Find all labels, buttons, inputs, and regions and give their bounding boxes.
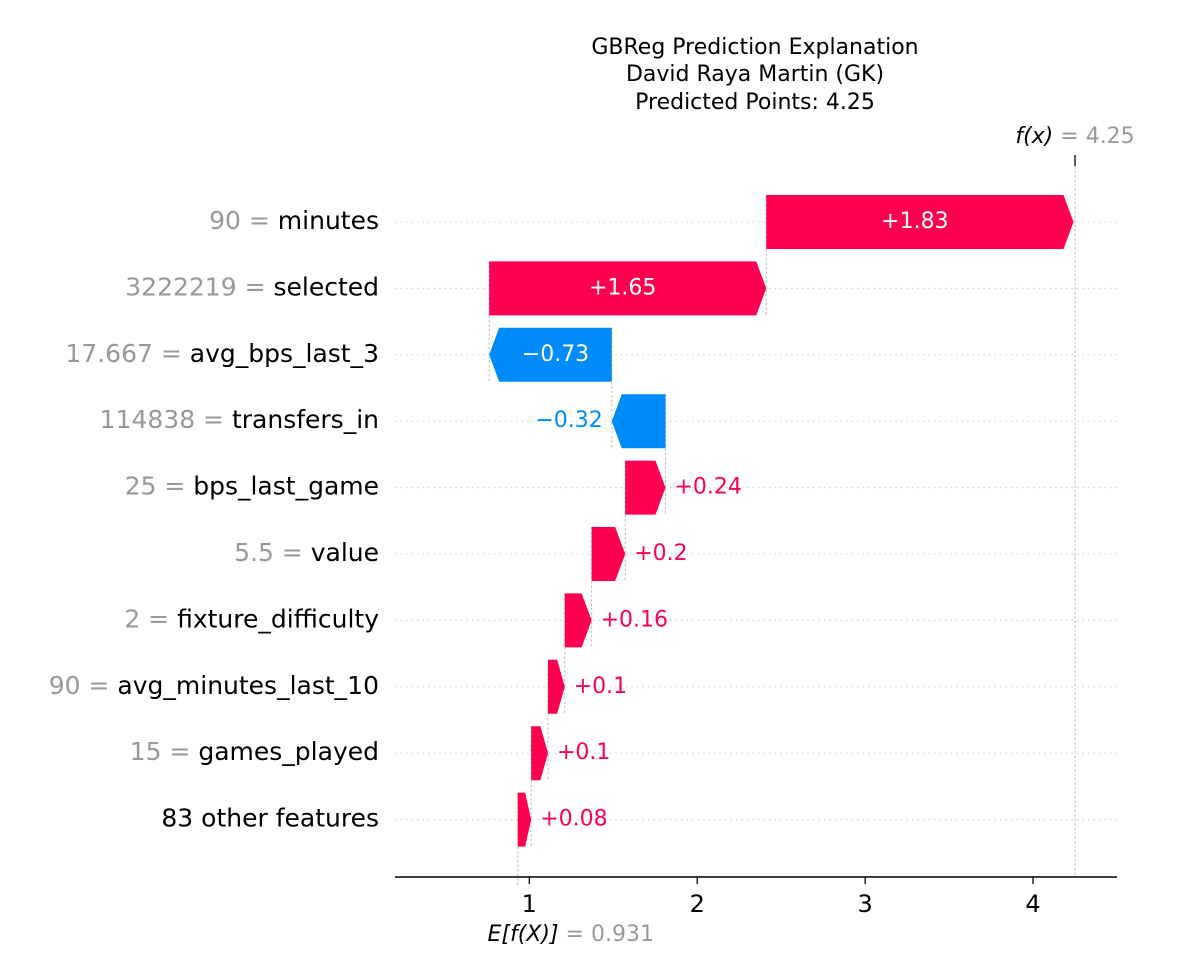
feature-name: minutes [278, 206, 379, 235]
feature-label: 2 = fixture_difficulty [124, 604, 379, 633]
x-tick-label: 3 [857, 890, 872, 918]
shap-value-label: +0.1 [557, 740, 610, 765]
bars: +1.83 +1.65 −0.73 −0.32 +0.24 +0.2 +0.16 +0.1 +0… [489, 195, 1074, 847]
feature-name: fixture_difficulty [177, 604, 379, 633]
positive-shap-bar [489, 261, 767, 316]
base-value-symbol: E[f(X)] [488, 922, 566, 947]
chart-title: GBReg Prediction Explanation David Raya … [591, 35, 918, 115]
feature-label: 3222219 = selected [125, 272, 379, 301]
feature-name: bps_last_game [193, 472, 379, 501]
feature-value: 25 = [125, 472, 194, 501]
feature-value: 17.667 = [65, 339, 189, 368]
final-value-symbol: f(x) [1015, 124, 1060, 149]
shap-value-label: +0.16 [601, 607, 668, 632]
shap-value-label: −0.73 [522, 342, 589, 367]
feature-label: 90 = minutes [209, 206, 379, 235]
feature-label: 25 = bps_last_game [125, 472, 379, 501]
shap-value-label: +0.2 [634, 541, 687, 566]
feature-label: 17.667 = avg_bps_last_3 [65, 339, 379, 368]
shap-value-label: −0.32 [535, 408, 602, 433]
feature-label: 15 = games_played [130, 737, 379, 766]
positive-shap-bar [517, 792, 532, 847]
feature-label: 114838 = transfers_in [100, 405, 379, 434]
title-line-2: David Raya Martin (GK) [626, 62, 884, 87]
final-value-number: = 4.25 [1060, 124, 1134, 149]
feature-labels: 90 = minutes 3222219 = selected 17.667 = a… [49, 206, 379, 833]
feature-value: 15 = [130, 737, 199, 766]
feature-label: 90 = avg_minutes_last_10 [49, 671, 379, 700]
final-value-label: f(x) = 4.25 [1015, 124, 1134, 149]
feature-name: 83 other features [161, 804, 379, 833]
value-annotations: f(x) = 4.25 E[f(X)] = 0.931 [488, 124, 1135, 947]
feature-label: 83 other features [161, 804, 379, 833]
feature-value: 114838 = [100, 405, 232, 434]
feature-value: 2 = [124, 604, 177, 633]
feature-name: avg_minutes_last_10 [117, 671, 379, 700]
base-value-label: E[f(X)] = 0.931 [488, 922, 654, 947]
positive-shap-bar [547, 659, 565, 714]
title-line-3: Predicted Points: 4.25 [635, 90, 875, 115]
feature-name: transfers_in [232, 405, 379, 434]
x-axis: 1 2 3 4 [395, 876, 1117, 918]
positive-shap-bar [625, 460, 666, 515]
negative-shap-bar [489, 327, 612, 382]
x-tick-label: 1 [522, 890, 537, 918]
positive-shap-bar [531, 726, 548, 781]
shap-value-label: +1.65 [589, 275, 656, 300]
x-tick-label: 4 [1025, 890, 1040, 918]
negative-shap-bar [611, 394, 666, 449]
feature-name: avg_bps_last_3 [190, 339, 379, 368]
shap-value-label: +0.24 [674, 475, 741, 500]
positive-shap-bar [766, 195, 1074, 249]
feature-name: value [311, 538, 379, 567]
title-line-1: GBReg Prediction Explanation [591, 35, 918, 60]
feature-value: 90 = [49, 671, 118, 700]
feature-label: 5.5 = value [234, 538, 379, 567]
shap-value-label: +1.83 [881, 209, 948, 234]
feature-value: 90 = [209, 206, 278, 235]
feature-name: games_played [198, 737, 379, 766]
positive-shap-bar [564, 593, 592, 648]
positive-shap-bar [591, 527, 626, 581]
feature-value: 3222219 = [125, 272, 273, 301]
feature-name: selected [273, 272, 379, 301]
base-value-number: = 0.931 [566, 922, 654, 947]
shap-value-label: +0.08 [540, 807, 607, 832]
shap-value-label: +0.1 [574, 674, 627, 699]
x-tick-label: 2 [690, 890, 705, 918]
feature-value: 5.5 = [234, 538, 311, 567]
